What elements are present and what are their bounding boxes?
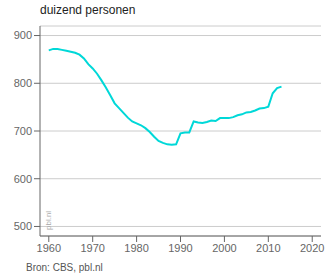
html-text:Bron: CBS, pbl.nl: Bron: CBS, pbl.nl [26,262,103,273]
svg-text:2010: 2010 [256,242,280,254]
svg-text:1960: 1960 [37,242,61,254]
html-text:pbl.nl: pbl.nl [44,210,53,230]
svg-text:2000: 2000 [212,242,236,254]
svg-text:1990: 1990 [168,242,192,254]
svg-text:500: 500 [14,220,32,232]
html-text:duizend personen: duizend personen [40,3,136,17]
svg-text:700: 700 [14,125,32,137]
svg-text:1980: 1980 [124,242,148,254]
svg-text:1970: 1970 [80,242,104,254]
svg-text:600: 600 [14,173,32,185]
svg-text:2020: 2020 [300,242,324,254]
svg-text:900: 900 [14,29,32,41]
svg-text:800: 800 [14,77,32,89]
